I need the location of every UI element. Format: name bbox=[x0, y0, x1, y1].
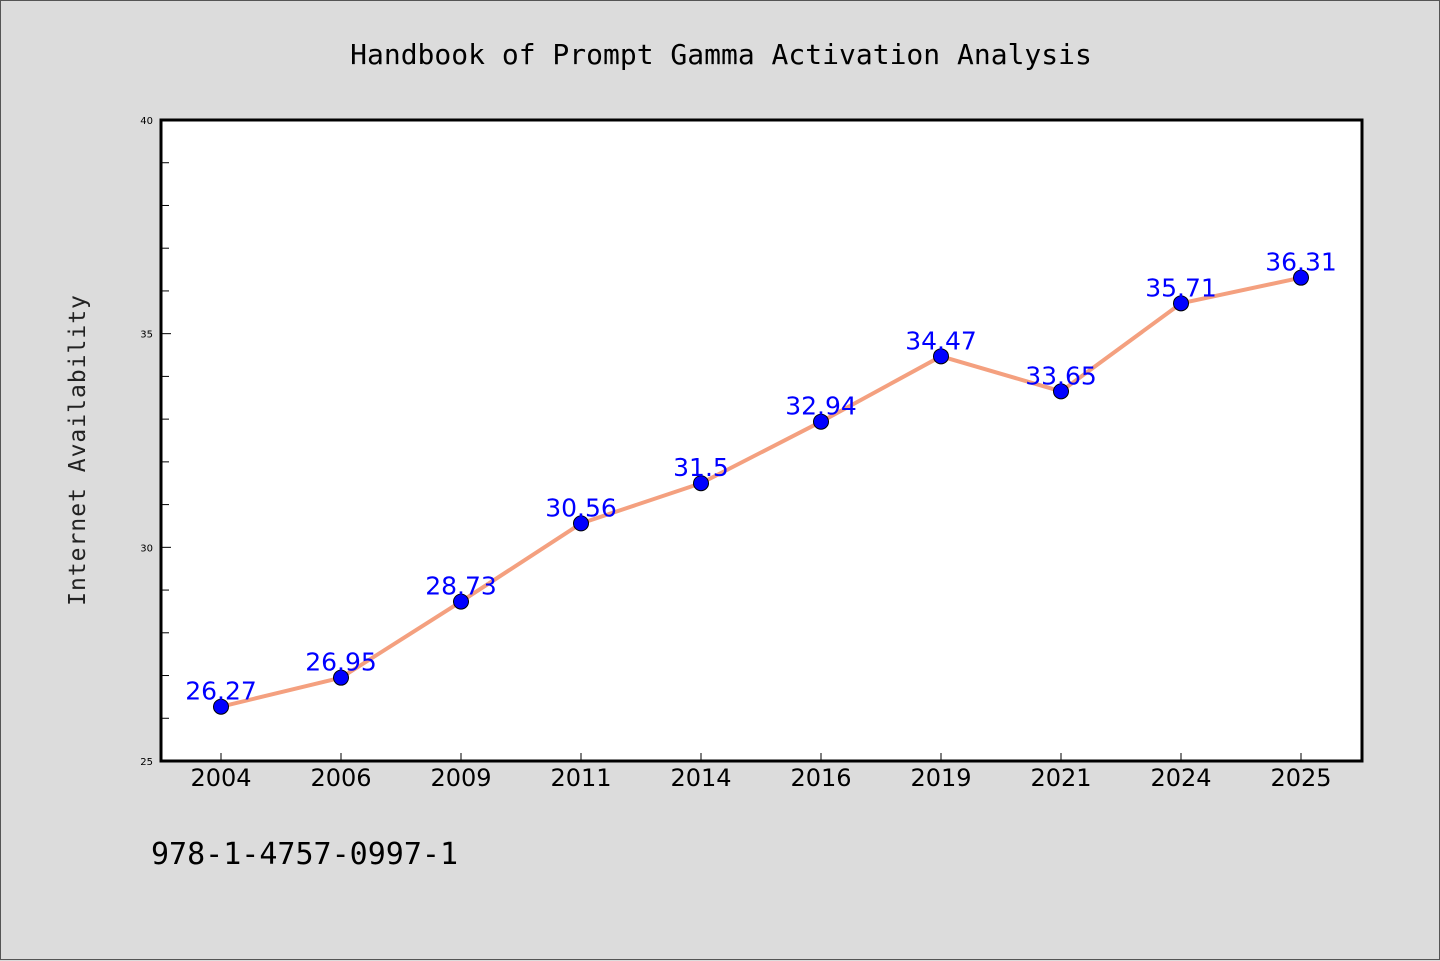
x-tick-label: 2024 bbox=[1150, 764, 1211, 792]
data-point bbox=[1053, 383, 1069, 400]
x-tick-label: 2025 bbox=[1270, 764, 1331, 792]
y-tick-label: 25 bbox=[140, 757, 153, 768]
y-axis-label: Internet Availability bbox=[65, 294, 91, 606]
plot-area bbox=[159, 118, 1364, 763]
y-tick-label: 40 bbox=[140, 116, 153, 127]
x-tick-label: 2009 bbox=[430, 764, 491, 792]
data-label: 28.73 bbox=[425, 572, 497, 601]
chart-title: Handbook of Prompt Gamma Activation Anal… bbox=[350, 38, 1092, 71]
data-label: 33.65 bbox=[1025, 361, 1097, 390]
data-label: 26.95 bbox=[305, 648, 377, 677]
data-label: 26.27 bbox=[185, 677, 257, 706]
x-tick-label: 2016 bbox=[790, 764, 851, 792]
isbn-text: 978-1-4757-0997-1 bbox=[151, 837, 458, 872]
data-label: 32.94 bbox=[785, 392, 857, 421]
data-point bbox=[213, 698, 229, 715]
data-point bbox=[573, 515, 589, 532]
x-tick-label: 2011 bbox=[550, 764, 611, 792]
series-line bbox=[219, 275, 1303, 709]
data-label: 31.5 bbox=[673, 453, 729, 482]
data-labels-layer: 26.27 26.95 28.73 30.56 31.5 32.94 34.47 33.65 3… bbox=[185, 248, 1337, 706]
data-point bbox=[453, 593, 469, 610]
data-point bbox=[1173, 295, 1189, 312]
x-tick-label: 2006 bbox=[310, 764, 371, 792]
x-tick-label: 2014 bbox=[670, 764, 731, 792]
y-tick-label: 35 bbox=[140, 330, 153, 341]
x-tick-label: 2019 bbox=[910, 764, 971, 792]
data-point bbox=[933, 348, 949, 365]
data-point bbox=[1293, 269, 1309, 286]
data-point bbox=[693, 475, 709, 492]
y-tick-label: 30 bbox=[140, 543, 153, 554]
data-point bbox=[813, 413, 829, 430]
x-axis-ticks: 2004 2006 2009 2011 2014 2016 2019 2021 2024 2025 bbox=[190, 753, 1332, 792]
data-label: 35.71 bbox=[1145, 273, 1217, 302]
x-tick-label: 2004 bbox=[190, 764, 251, 792]
y-axis-ticks: 25 30 35 40 bbox=[140, 116, 171, 768]
data-point bbox=[333, 669, 349, 686]
data-label: 34.47 bbox=[905, 326, 977, 355]
series-layer bbox=[213, 269, 1309, 715]
data-label: 30.56 bbox=[545, 493, 617, 522]
data-label: 36.31 bbox=[1265, 248, 1337, 277]
x-tick-label: 2021 bbox=[1030, 764, 1091, 792]
